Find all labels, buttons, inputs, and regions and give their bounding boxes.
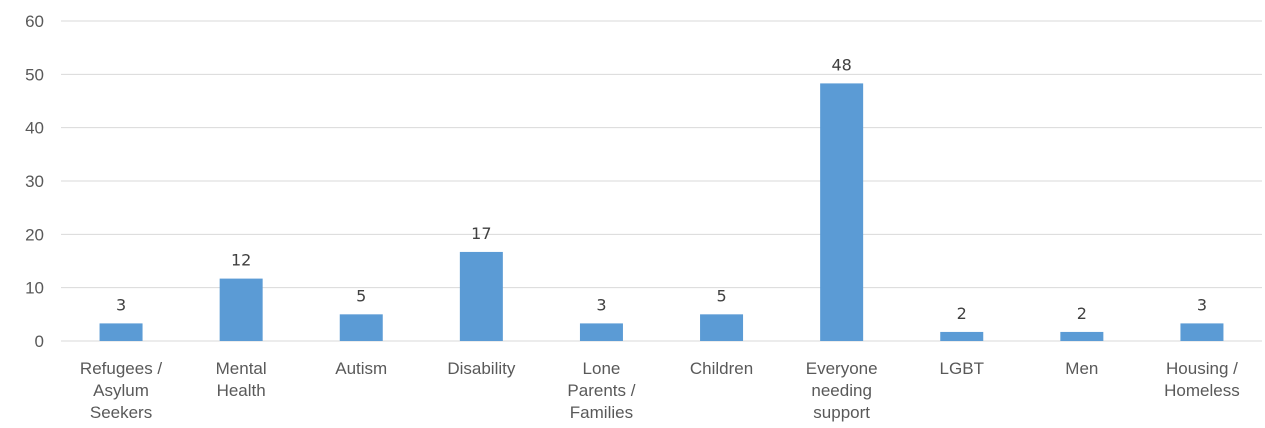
category-label: Housing / Homeless <box>1164 359 1240 400</box>
bar <box>99 323 143 341</box>
category-label-line: Families <box>570 403 633 422</box>
bar <box>1180 323 1224 341</box>
data-label: 48 <box>831 55 851 74</box>
category-label-line: needing <box>811 381 872 400</box>
y-tick-label: 40 <box>25 119 44 138</box>
category-label-line: Everyone <box>806 359 878 378</box>
bar <box>579 323 623 341</box>
category-label-line: Men <box>1065 359 1098 378</box>
category-label: Mental Health <box>216 359 267 400</box>
y-tick-label: 60 <box>25 12 44 31</box>
category-label: Everyone needing support <box>806 359 878 422</box>
category-label-line: Disability <box>447 359 516 378</box>
data-label: 3 <box>596 295 606 314</box>
category-label-line: Children <box>690 359 753 378</box>
data-label: 2 <box>957 304 967 323</box>
data-labels: 3 12 5 17 3 5 48 2 2 3 <box>116 55 1207 323</box>
bar <box>700 314 744 341</box>
bar <box>219 278 263 341</box>
data-label: 2 <box>1077 304 1087 323</box>
bar <box>820 83 864 342</box>
y-tick-label: 0 <box>35 332 44 351</box>
data-label: 5 <box>356 286 366 305</box>
data-label: 12 <box>231 251 251 270</box>
category-label-line: Health <box>217 381 266 400</box>
category-label: Children <box>690 359 753 378</box>
category-label-line: Refugees / <box>80 359 162 378</box>
data-label: 3 <box>116 295 126 314</box>
category-label-line: Homeless <box>1164 381 1240 400</box>
category-label: Men <box>1065 359 1098 378</box>
category-label-line: Parents / <box>567 381 635 400</box>
category-label-line: Seekers <box>90 403 152 422</box>
bars <box>99 83 1224 342</box>
bar <box>940 331 984 341</box>
bar <box>1060 331 1104 341</box>
category-labels: Refugees / Asylum Seekers Mental Health Autis… <box>80 359 1240 422</box>
y-axis-ticks: 0 10 20 30 40 50 60 <box>25 12 44 351</box>
y-tick-label: 30 <box>25 172 44 191</box>
data-label: 3 <box>1197 295 1207 314</box>
category-label: Autism <box>335 359 387 378</box>
y-tick-label: 50 <box>25 65 44 84</box>
data-label: 5 <box>716 286 726 305</box>
category-label: LGBT <box>940 359 984 378</box>
category-label-line: Asylum <box>93 381 149 400</box>
category-label-line: Housing / <box>1166 359 1238 378</box>
bar <box>339 314 383 341</box>
category-label-line: LGBT <box>940 359 984 378</box>
y-tick-label: 10 <box>25 279 44 298</box>
data-label: 17 <box>471 224 491 243</box>
category-label-line: Lone <box>583 359 621 378</box>
category-label: Lone Parents / Families <box>567 359 635 422</box>
category-label: Refugees / Asylum Seekers <box>80 359 162 422</box>
category-label-line: support <box>813 403 870 422</box>
category-label: Disability <box>447 359 516 378</box>
category-label-line: Autism <box>335 359 387 378</box>
bar <box>459 251 503 341</box>
category-label-line: Mental <box>216 359 267 378</box>
y-tick-label: 20 <box>25 225 44 244</box>
